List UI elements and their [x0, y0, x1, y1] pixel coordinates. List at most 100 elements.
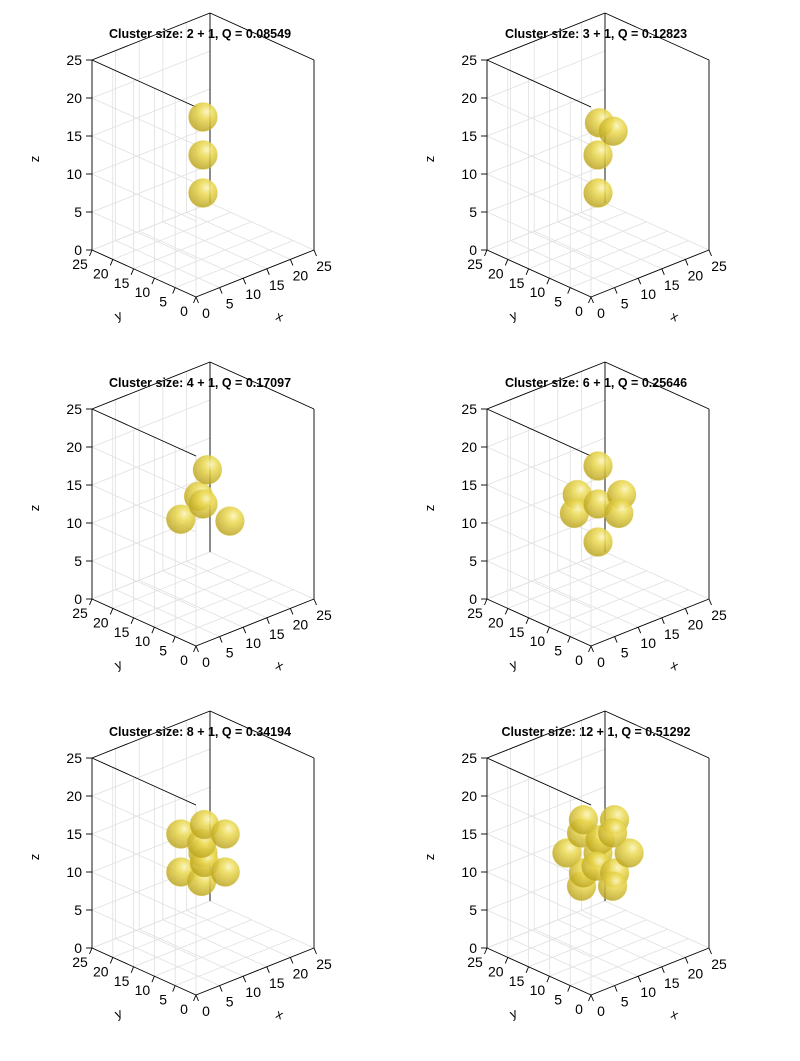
z-tick-label: 10 [66, 864, 82, 880]
z-tick-label: 15 [66, 826, 82, 842]
x-tick-mark [289, 259, 294, 266]
grid-line [528, 221, 647, 270]
data-spheres [188, 102, 218, 208]
data-point-sphere [598, 116, 628, 146]
grid-line [154, 230, 273, 279]
y-tick-label: 25 [72, 256, 88, 272]
z-tick-label: 10 [66, 515, 82, 531]
frame-edge [91, 59, 197, 108]
grid-line [510, 589, 615, 637]
grid-line [209, 202, 315, 251]
axis-frame [486, 12, 710, 298]
data-spheres [166, 454, 245, 536]
data-spheres [583, 108, 628, 208]
x-tick-mark [590, 296, 594, 304]
z-tick-label: 15 [461, 477, 477, 493]
grid-line [209, 551, 315, 600]
grid-line [581, 212, 686, 260]
y-tick-label: 15 [509, 275, 525, 291]
data-point-sphere [583, 527, 613, 557]
y-tick-mark [89, 249, 93, 257]
data-point-sphere [597, 818, 628, 848]
z-tick-label: 0 [74, 591, 82, 607]
z-tick-label: 25 [461, 52, 477, 68]
grid-line [486, 164, 606, 213]
x-tick-label: 0 [597, 305, 605, 321]
x-tick-mark [242, 278, 247, 285]
y-axis-line [91, 598, 197, 647]
axis-frame [486, 710, 710, 996]
x-tick-mark [313, 947, 317, 955]
chart-title: Cluster size: 3 + 1, Q = 0.12823 [505, 27, 687, 41]
grid-line [534, 230, 639, 279]
y-tick-mark [151, 976, 155, 983]
grid-line [91, 900, 211, 949]
x-tick-mark [313, 598, 317, 606]
frame-edge [209, 710, 315, 759]
y-tick-mark [588, 994, 592, 1002]
x-tick-label: 0 [202, 1003, 210, 1019]
data-point-sphere [192, 454, 223, 485]
y-tick-mark [109, 259, 114, 266]
y-tick-mark [130, 966, 135, 973]
y-axis-label: y [112, 656, 124, 673]
z-tick-label: 0 [469, 591, 477, 607]
x-tick-label: 10 [245, 635, 261, 651]
y-tick-mark [484, 249, 488, 257]
chart-title: Cluster size: 4 + 1, Q = 0.17097 [109, 376, 291, 390]
x-tick-mark [219, 287, 223, 294]
y-tick-mark [193, 296, 197, 304]
y-tick-mark [567, 287, 571, 294]
panel-5: Cluster size: 8 + 1, Q = 0.3419400055510… [27, 710, 332, 1023]
grid-line [91, 560, 197, 609]
x-tick-mark [195, 296, 199, 304]
y-tick-label: 25 [72, 605, 88, 621]
y-tick-label: 0 [575, 303, 583, 319]
grid-line [91, 909, 197, 958]
z-tick-label: 5 [469, 553, 477, 569]
data-point-sphere [188, 140, 218, 170]
y-tick-label: 20 [488, 265, 504, 281]
y-tick-label: 5 [554, 294, 562, 310]
z-tick-label: 0 [74, 242, 82, 258]
data-point-sphere [210, 819, 240, 849]
x-tick-label: 10 [640, 635, 656, 651]
y-tick-label: 25 [467, 605, 483, 621]
y-tick-label: 15 [509, 973, 525, 989]
data-point-sphere [597, 871, 628, 902]
grid-line [507, 561, 626, 609]
x-tick-mark [242, 976, 247, 983]
y-tick-label: 5 [554, 643, 562, 659]
z-tick-label: 25 [66, 750, 82, 766]
z-axis-label: z [27, 854, 42, 861]
data-point-sphere [188, 102, 218, 132]
grid-line [112, 212, 231, 260]
x-tick-mark [266, 617, 270, 624]
z-tick-label: 20 [461, 788, 477, 804]
x-tick-label: 20 [688, 616, 704, 632]
x-tick-label: 5 [226, 645, 234, 661]
y-tick-label: 10 [135, 633, 151, 649]
data-point-sphere [583, 140, 613, 170]
y-tick-label: 0 [575, 652, 583, 668]
y-tick-mark [172, 985, 176, 992]
frame-edge [91, 361, 211, 410]
y-tick-label: 5 [554, 992, 562, 1008]
x-tick-mark [661, 617, 665, 624]
x-tick-label: 20 [688, 267, 704, 283]
x-tick-mark [313, 249, 317, 257]
y-tick-mark [546, 627, 550, 634]
y-tick-mark [130, 617, 135, 624]
grid-line [604, 551, 710, 600]
y-tick-label: 15 [114, 624, 130, 640]
grid-line [486, 97, 592, 146]
grid-line [549, 579, 668, 628]
x-tick-mark [708, 598, 712, 606]
y-tick-label: 20 [93, 265, 109, 281]
grid-line [154, 579, 273, 628]
z-tick-label: 15 [461, 128, 477, 144]
x-tick-label: 25 [711, 258, 727, 274]
x-tick-label: 25 [316, 956, 332, 972]
